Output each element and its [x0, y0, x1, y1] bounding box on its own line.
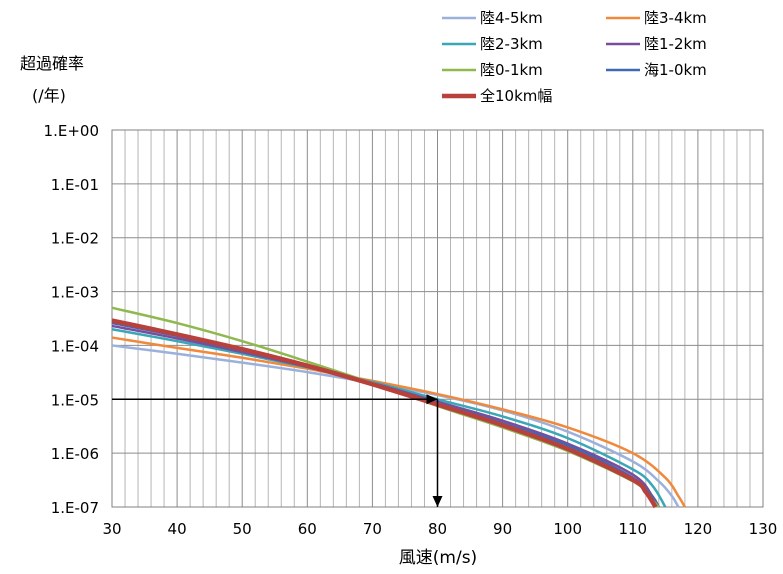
- x-tick-label: 120: [684, 520, 713, 538]
- x-tick-label: 90: [493, 520, 512, 538]
- y-tick-label: 1.E-07: [51, 499, 99, 517]
- x-axis-label: 風速(m/s): [399, 548, 477, 568]
- x-tick-label: 70: [363, 520, 382, 538]
- y-tick-label: 1.E-05: [51, 391, 99, 409]
- y-axis-label-line2: (/年): [32, 86, 66, 105]
- series-line-2: [111, 336, 686, 508]
- y-tick-label: 1.E+00: [44, 122, 99, 140]
- annotation-arrow-head: [426, 394, 438, 405]
- legend: 陸4-5km 陸3-4km 陸2-3km 陸1-2km 陸0-1km 海1-0km 全10k…: [442, 9, 707, 105]
- x-tick-label: 100: [553, 520, 582, 538]
- y-tick-label: 1.E-06: [51, 445, 99, 463]
- x-tick-label: 30: [102, 520, 121, 538]
- legend-label: 陸0-1km: [480, 61, 543, 79]
- x-tick-label: 50: [233, 520, 252, 538]
- legend-label: 陸2-3km: [480, 35, 543, 53]
- legend-label: 海1-0km: [644, 61, 707, 79]
- x-tick-labels: 30 40 50 60 70 80 90 100 110 120 130: [102, 520, 777, 538]
- y-axis-label-line1: 超過確率: [20, 54, 85, 73]
- x-tick-label: 130: [749, 520, 778, 538]
- grid: [111, 129, 764, 508]
- x-tick-label: 60: [298, 520, 317, 538]
- y-tick-label: 1.E-03: [51, 284, 99, 302]
- legend-label: 陸3-4km: [644, 9, 707, 27]
- legend-label: 全10km幅: [480, 87, 552, 105]
- y-tick-label: 1.E-04: [51, 337, 99, 355]
- x-tick-label: 110: [618, 520, 647, 538]
- x-tick-label: 40: [168, 520, 187, 538]
- annotation-arrows: [112, 394, 443, 507]
- y-tick-labels: 1.E+00 1.E-01 1.E-02 1.E-03 1.E-04 1.E-05 1.E-…: [44, 122, 99, 517]
- y-tick-label: 1.E-02: [51, 230, 99, 248]
- y-tick-label: 1.E-01: [51, 176, 99, 194]
- legend-label: 陸1-2km: [644, 35, 707, 53]
- legend-label: 陸4-5km: [480, 9, 543, 27]
- x-tick-label: 80: [428, 520, 447, 538]
- annotation-arrow-head: [432, 496, 443, 507]
- series-line-7: [111, 318, 658, 509]
